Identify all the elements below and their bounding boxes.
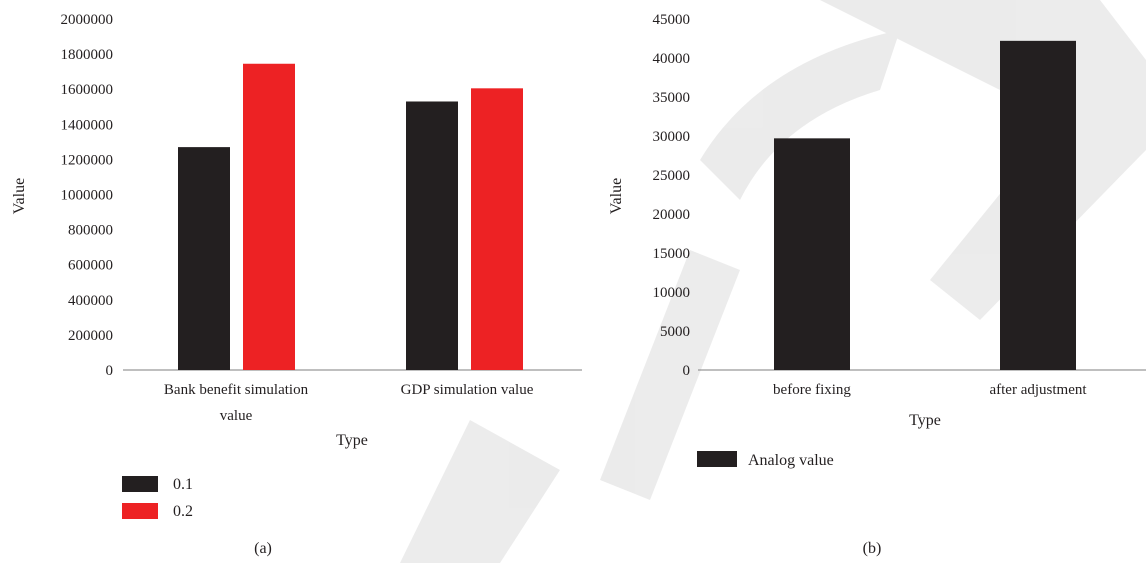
- y-tick-label: 400000: [68, 293, 113, 309]
- y-tick-label: 1600000: [61, 82, 114, 98]
- y-tick-label: 20000: [653, 207, 691, 223]
- y-tick-label: 1800000: [61, 47, 114, 63]
- y-tick-label: 200000: [68, 328, 113, 344]
- legend: 0.1 0.2: [122, 476, 193, 520]
- y-tick-label: 25000: [653, 168, 691, 184]
- y-tick-label: 600000: [68, 258, 113, 274]
- bars: [178, 63, 523, 371]
- legend-swatch-0.2: [122, 503, 158, 519]
- x-axis-title: Type: [336, 432, 368, 449]
- y-axis-title: Value: [608, 178, 625, 214]
- y-tick-label: 800000: [68, 223, 113, 239]
- y-tick-label: 5000: [660, 324, 690, 340]
- y-tick-label: 1400000: [61, 117, 114, 133]
- y-tick-label: 1200000: [61, 152, 114, 168]
- y-tick-label: 2000000: [61, 12, 114, 28]
- y-tick-label: 1000000: [61, 188, 114, 204]
- y-tick-label: 0: [106, 363, 114, 379]
- y-tick-label: 40000: [653, 51, 691, 67]
- y-axis-title: Value: [11, 178, 28, 214]
- legend-label-0.1: 0.1: [173, 476, 193, 493]
- x-axis-title: Type: [909, 412, 941, 429]
- legend-label-analog-value: Analog value: [748, 452, 834, 469]
- y-tick-label: 10000: [653, 285, 691, 301]
- chart-panel-a: 0 200000 400000 600000 800000 1000000 1200000 1…: [11, 12, 582, 557]
- y-tick-label: 45000: [653, 12, 691, 28]
- legend: Analog value: [697, 451, 834, 469]
- x-category-label-2: GDP simulation value: [401, 382, 534, 398]
- legend-swatch-analog-value: [697, 451, 737, 467]
- y-tick-label: 0: [683, 363, 691, 379]
- y-tick-labels: 0 200000 400000 600000 800000 1000000 1200000 1…: [61, 12, 114, 379]
- y-tick-label: 15000: [653, 246, 691, 262]
- watermark-letter-r: [400, 420, 560, 563]
- chart-panel-b: 0 5000 10000 15000 20000 25000 30000 35000 40000…: [608, 12, 1146, 557]
- y-tick-labels: 0 5000 10000 15000 20000 25000 30000 35000 40000…: [653, 12, 691, 379]
- x-category-label-1: before fixing: [773, 382, 851, 398]
- bar-0.2-1: [243, 63, 295, 370]
- y-tick-label: 35000: [653, 90, 691, 106]
- bar-0.2-2: [471, 88, 523, 370]
- panel-label-a: (a): [254, 540, 272, 557]
- bars: [774, 40, 1076, 371]
- bar-0.1-2: [406, 101, 458, 371]
- x-category-label-1-line-2: value: [220, 408, 253, 424]
- watermark-letter-a: [600, 250, 740, 500]
- legend-label-0.2: 0.2: [173, 503, 193, 520]
- panel-label-b: (b): [863, 540, 882, 557]
- legend-swatch-0.1: [122, 476, 158, 492]
- bar-analog-value-2: [1000, 40, 1076, 371]
- bar-0.1-1: [178, 147, 230, 370]
- watermark-letter-c: [700, 30, 900, 200]
- y-tick-label: 30000: [653, 129, 691, 145]
- x-category-label-2: after adjustment: [989, 382, 1087, 398]
- bar-analog-value-1: [774, 138, 850, 370]
- x-category-label-1-line-1: Bank benefit simulation: [164, 382, 309, 398]
